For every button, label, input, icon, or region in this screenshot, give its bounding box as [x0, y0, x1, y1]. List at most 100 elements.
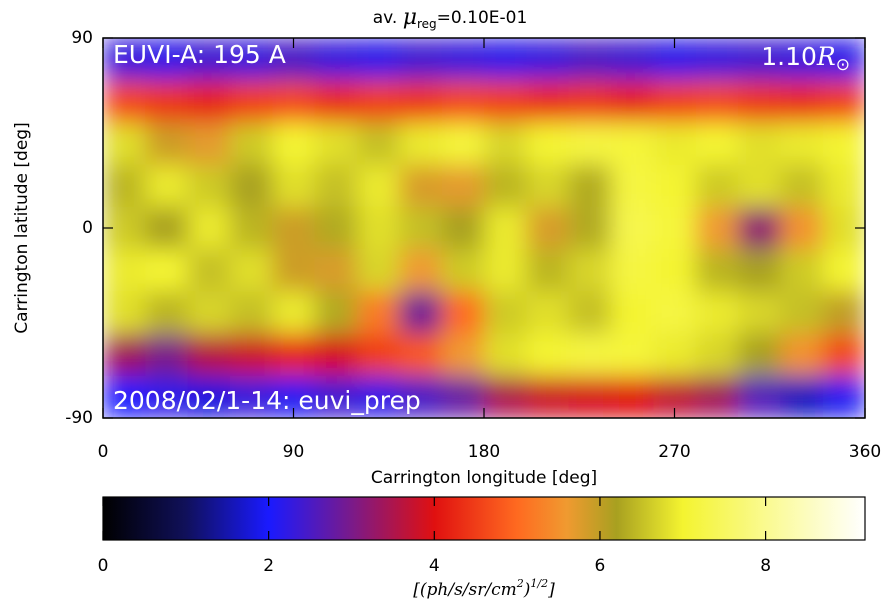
colorbar-label-text: [(ph/s/sr/cm	[413, 580, 517, 600]
heatmap-cell	[738, 165, 781, 208]
heatmap-cell	[484, 207, 527, 250]
heatmap-cell	[696, 334, 739, 377]
heatmap-cell	[569, 249, 612, 292]
heatmap-cell	[738, 249, 781, 292]
heatmap-cell	[103, 249, 146, 292]
heatmap-cell	[357, 249, 400, 292]
colorbar-tick-label: 6	[595, 556, 606, 576]
heatmap-cell	[823, 291, 866, 334]
heatmap-cell	[653, 80, 696, 123]
heatmap-cell	[738, 291, 781, 334]
colorbar	[103, 497, 865, 540]
heatmap-cell	[272, 334, 315, 377]
x-tick-label: 270	[658, 442, 690, 462]
heatmap-cell	[442, 334, 485, 377]
heatmap-cell	[484, 376, 527, 419]
heatmap-cell	[611, 249, 654, 292]
heatmap-cell	[357, 165, 400, 208]
heatmap-cell	[484, 334, 527, 377]
colorbar-label-text: )	[523, 580, 531, 600]
x-tick-label: 0	[98, 442, 109, 462]
heatmap-cell	[738, 122, 781, 165]
heatmap-cell	[611, 291, 654, 334]
heatmap-cell	[399, 207, 442, 250]
heatmap-cell	[696, 376, 739, 419]
heatmap-cell	[145, 165, 188, 208]
heatmap-cell	[315, 207, 358, 250]
heatmap-cell	[484, 38, 527, 81]
heatmap-cell	[696, 165, 739, 208]
heatmap	[103, 38, 866, 419]
colorbar-tick-label: 0	[98, 556, 109, 576]
heatmap-cell	[315, 38, 358, 81]
heatmap-cell	[696, 207, 739, 250]
heatmap-cell	[823, 376, 866, 419]
heatmap-cell	[823, 122, 866, 165]
heatmap-cell	[188, 122, 231, 165]
heatmap-cell	[442, 80, 485, 123]
heatmap-cell	[526, 334, 569, 377]
heatmap-cell	[442, 291, 485, 334]
heatmap-cell	[780, 80, 823, 123]
heatmap-cell	[611, 38, 654, 81]
heatmap-cell	[357, 38, 400, 81]
heatmap-cell	[145, 249, 188, 292]
heatmap-cell	[442, 165, 485, 208]
heatmap-cell	[696, 80, 739, 123]
heatmap-cell	[653, 122, 696, 165]
title-symbol: μ	[403, 5, 417, 30]
y-tick-label: -90	[65, 408, 93, 428]
y-tick-label: 0	[82, 218, 93, 238]
x-tick-label: 360	[849, 442, 881, 462]
x-tick-label: 90	[283, 442, 305, 462]
heatmap-cell	[315, 249, 358, 292]
heatmap-cell	[188, 80, 231, 123]
heatmap-cell	[780, 122, 823, 165]
heatmap-cell	[484, 80, 527, 123]
chart: av. μreg=0.10E-01 EUVI-A: 195 A 1.10R⊙ 2…	[0, 0, 886, 604]
heatmap-cell	[272, 249, 315, 292]
heatmap-cell	[230, 334, 273, 377]
heatmap-cell	[696, 38, 739, 81]
heatmap-cell	[399, 165, 442, 208]
heatmap-cell	[569, 334, 612, 377]
heatmap-cells	[103, 38, 866, 419]
heatmap-cell	[780, 376, 823, 419]
heatmap-cell	[823, 80, 866, 123]
heatmap-cell	[442, 376, 485, 419]
heatmap-cell	[611, 376, 654, 419]
heatmap-cell	[230, 291, 273, 334]
chart-title: av. μreg=0.10E-01	[373, 5, 528, 31]
heatmap-cell	[442, 38, 485, 81]
heatmap-cell	[780, 334, 823, 377]
heatmap-cell	[526, 291, 569, 334]
heatmap-cell	[780, 249, 823, 292]
heatmap-cell	[569, 376, 612, 419]
heatmap-cell	[188, 291, 231, 334]
heatmap-cell	[569, 207, 612, 250]
heatmap-cell	[145, 80, 188, 123]
colorbar-tick-label: 4	[429, 556, 440, 576]
heatmap-cell	[653, 165, 696, 208]
heatmap-cell	[103, 80, 146, 123]
heatmap-cell	[399, 38, 442, 81]
heatmap-cell	[696, 291, 739, 334]
heatmap-cell	[738, 207, 781, 250]
heatmap-cell	[145, 334, 188, 377]
heatmap-cell	[484, 249, 527, 292]
colorbar-label-sup: 2	[516, 577, 524, 590]
heatmap-cell	[230, 80, 273, 123]
title-text: av.	[373, 8, 403, 28]
heatmap-cell	[823, 334, 866, 377]
heatmap-cell	[230, 207, 273, 250]
heatmap-cell	[653, 249, 696, 292]
x-tick-label: 180	[468, 442, 500, 462]
heatmap-cell	[145, 122, 188, 165]
heatmap-cell	[442, 249, 485, 292]
heatmap-cell	[272, 165, 315, 208]
title-text: =0.10E-01	[437, 8, 528, 28]
heatmap-cell	[315, 291, 358, 334]
heatmap-cell	[145, 291, 188, 334]
colorbar-label: [(ph/s/sr/cm2)1/2]	[413, 577, 555, 600]
heatmap-cell	[188, 249, 231, 292]
